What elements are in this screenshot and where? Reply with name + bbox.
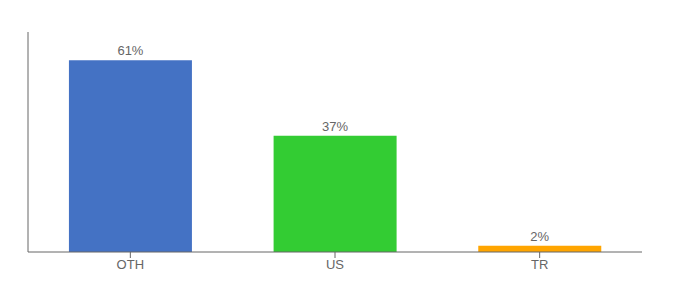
svg-text:TR: TR <box>531 257 548 272</box>
svg-text:37%: 37% <box>322 119 348 134</box>
svg-text:US: US <box>326 257 344 272</box>
svg-text:61%: 61% <box>117 43 143 58</box>
svg-text:2%: 2% <box>530 229 549 244</box>
svg-text:OTH: OTH <box>117 257 144 272</box>
